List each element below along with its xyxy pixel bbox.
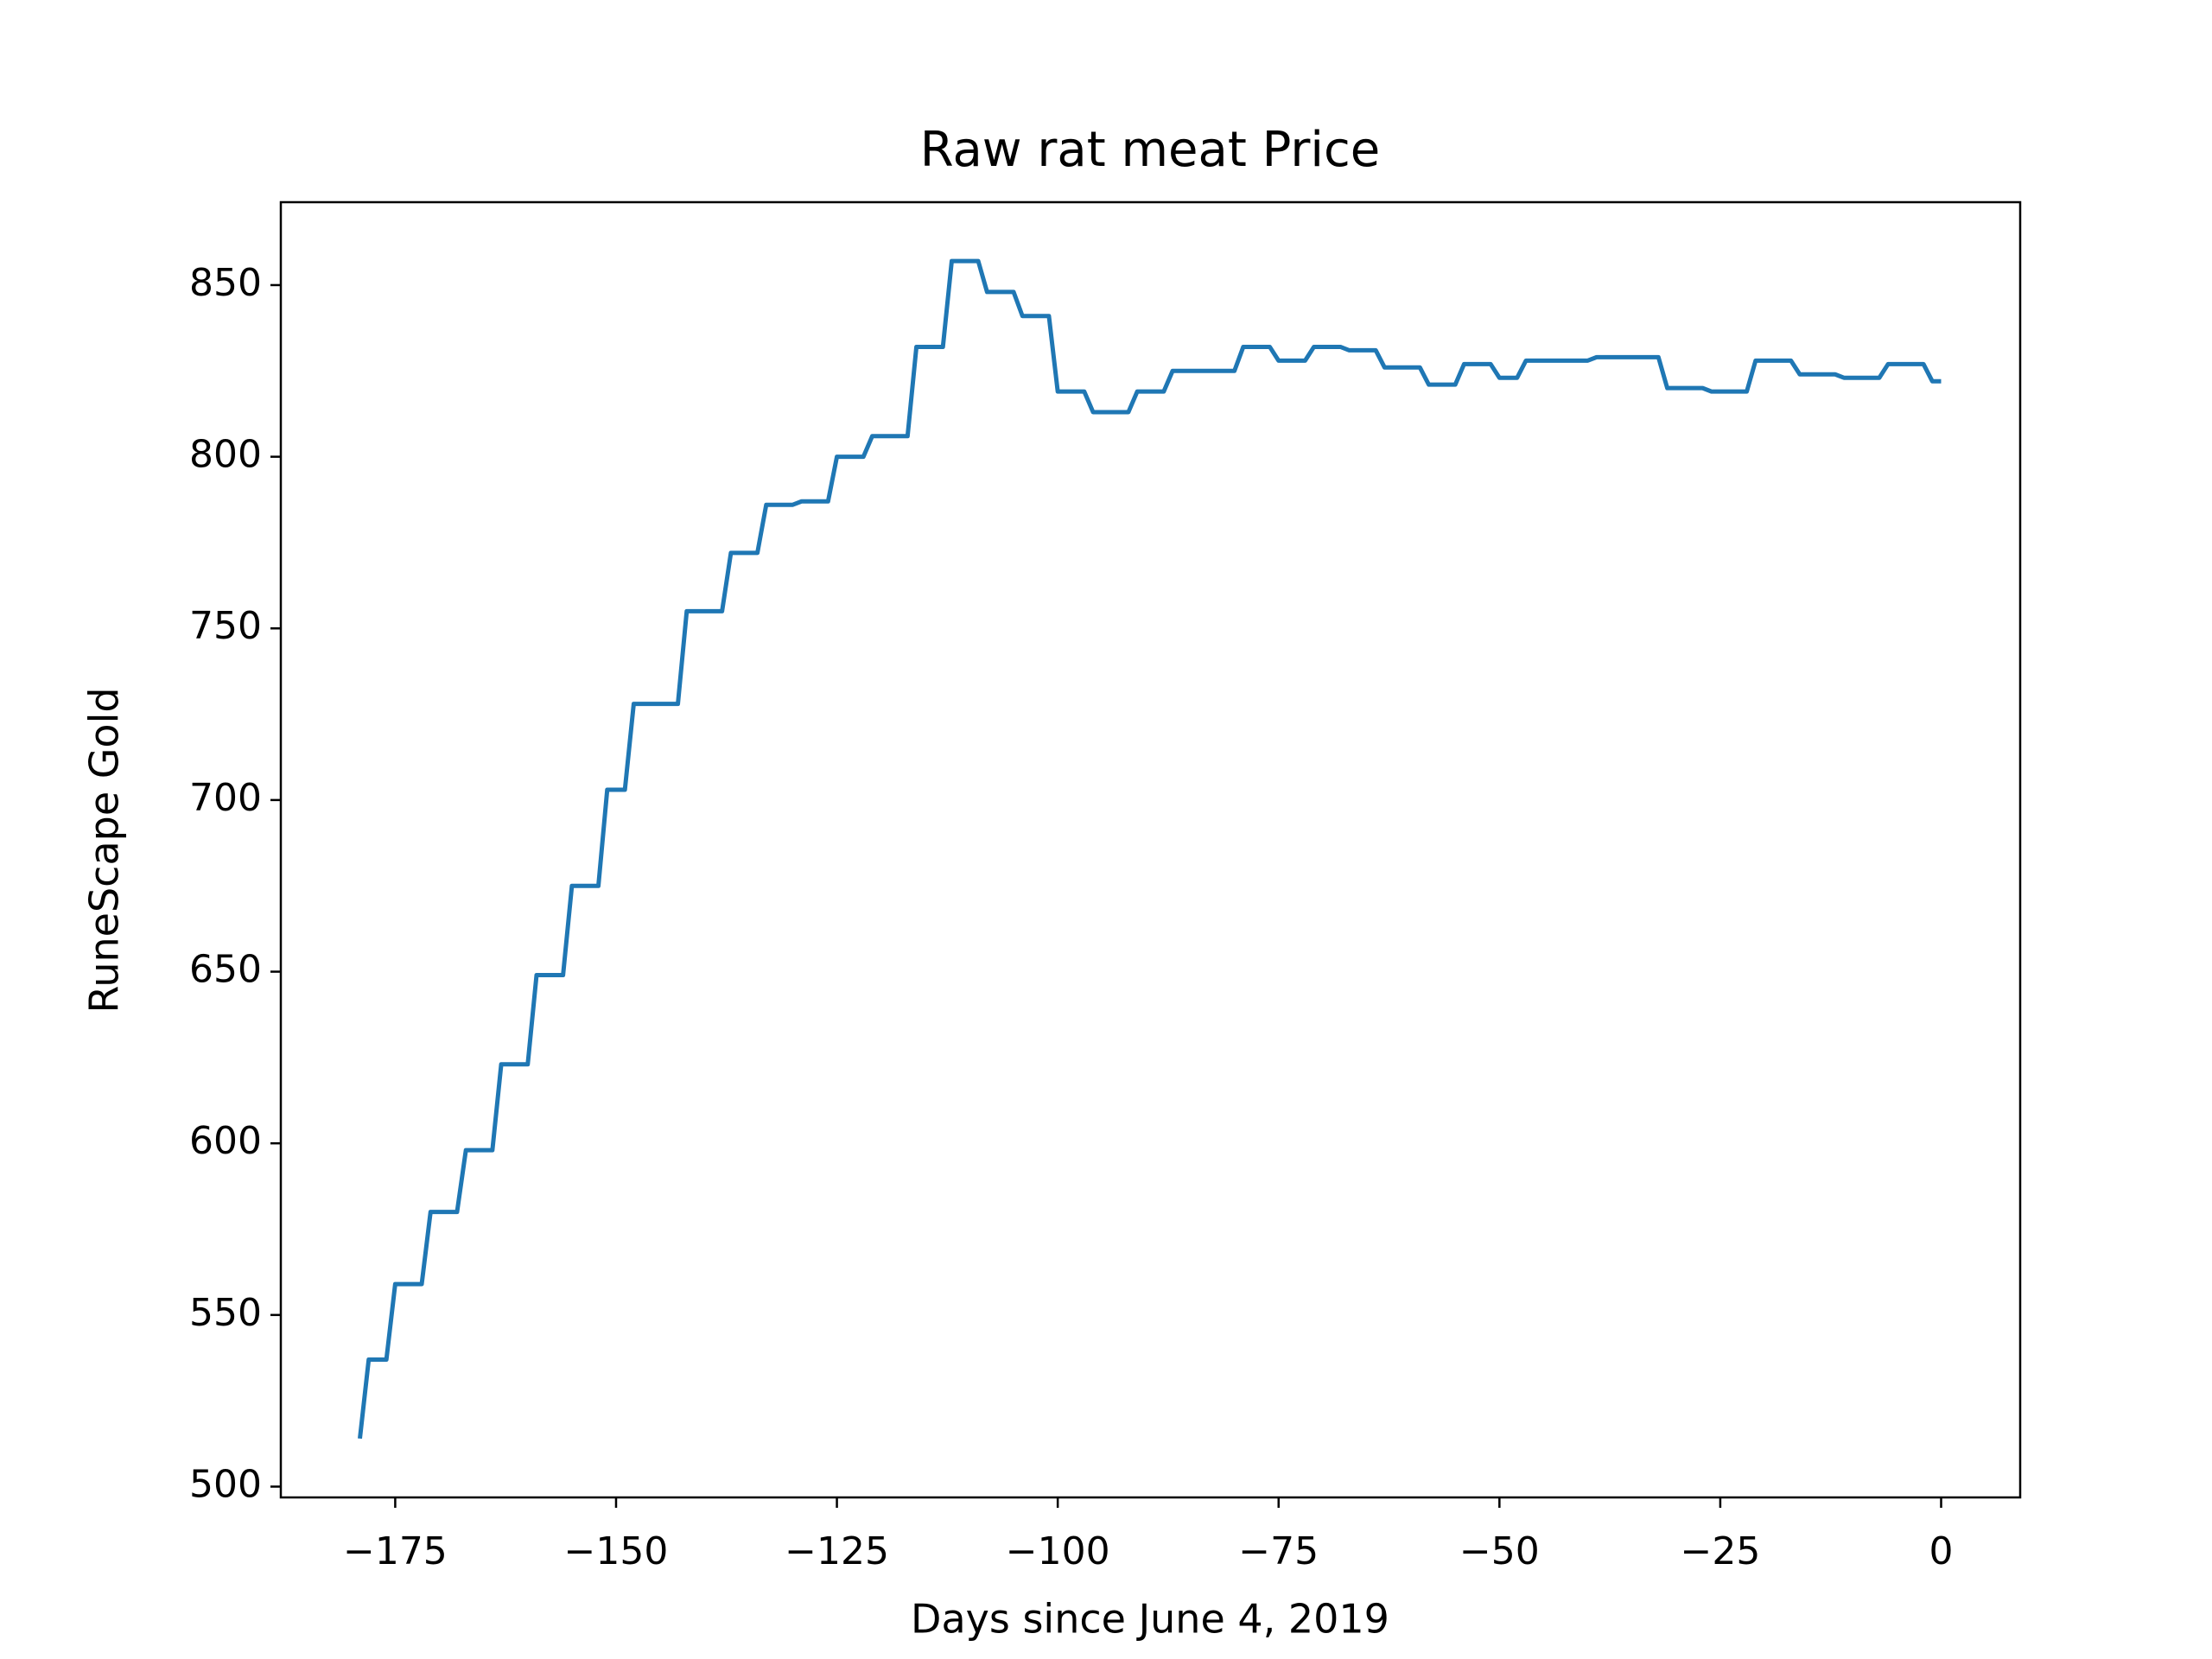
y-tick-label: 850	[189, 261, 262, 305]
y-tick-label: 700	[189, 776, 262, 820]
x-tick-label: 0	[1929, 1529, 1954, 1573]
plot-frame	[279, 200, 2022, 1499]
y-tick-label: 750	[189, 604, 262, 648]
x-tick-label: −75	[1238, 1529, 1319, 1573]
x-tick-label: −100	[1006, 1529, 1110, 1573]
y-tick-label: 650	[189, 948, 262, 992]
x-tick-label: −175	[343, 1529, 448, 1573]
chart-title: Raw rat meat Price	[920, 122, 1380, 178]
x-axis-label: Days since June 4, 2019	[911, 1596, 1389, 1643]
y-axis-label: RuneScape Gold	[81, 687, 128, 1013]
y-tick-label: 550	[189, 1291, 262, 1335]
price-line	[358, 258, 1942, 1440]
y-tick-label: 500	[189, 1462, 262, 1506]
x-tick-label: −25	[1680, 1529, 1760, 1573]
x-tick-label: −50	[1459, 1529, 1540, 1573]
x-tick-label: −150	[564, 1529, 669, 1573]
y-tick-label: 800	[189, 433, 262, 477]
x-tick-label: −125	[785, 1529, 889, 1573]
y-tick-label: 600	[189, 1119, 262, 1163]
